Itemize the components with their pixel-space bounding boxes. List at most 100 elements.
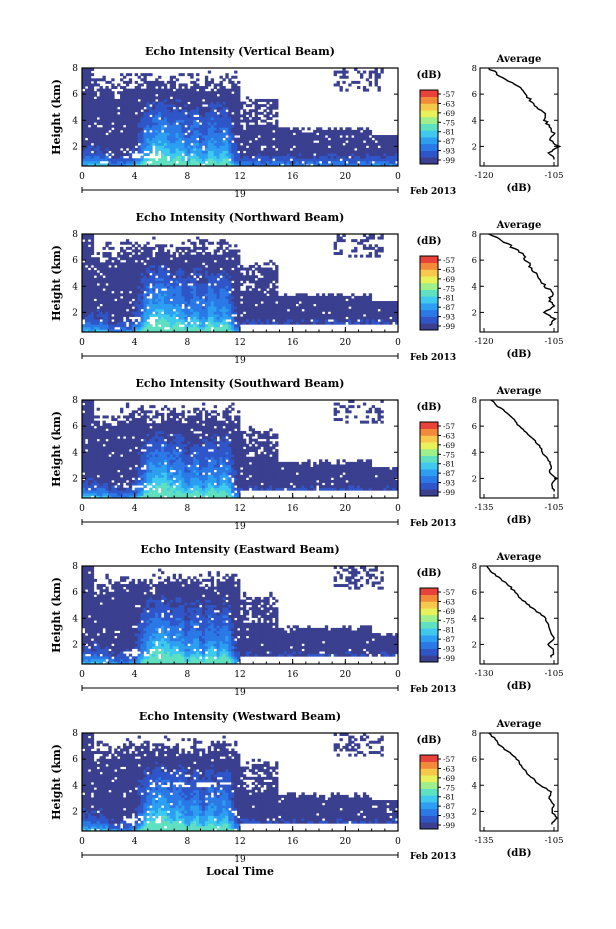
x-tick-label: 0 <box>79 670 85 680</box>
x-tick-label: 12 <box>234 837 245 847</box>
profile-y-tick: 4 <box>472 448 477 458</box>
profile-x-label: (dB) <box>507 349 532 360</box>
colorbar-tick: -69 <box>443 774 455 783</box>
x-tick-label: 16 <box>287 172 299 182</box>
profile-y-tick: 6 <box>472 256 477 266</box>
panel-eastward: Echo Intensity (Eastward Beam) 2 4 6 8 Height… <box>50 543 564 698</box>
colorbar-tick: -81 <box>443 294 455 303</box>
x-tick-label: 4 <box>132 504 138 514</box>
colorbar-tick: -81 <box>443 460 455 469</box>
y-axis-label: Height (km) <box>50 577 63 653</box>
y-tick-label: 2 <box>72 474 78 484</box>
colorbar-tick: -99 <box>443 821 455 830</box>
panel-title: Echo Intensity (Eastward Beam) <box>140 543 339 556</box>
x-tick-label: 4 <box>132 172 138 182</box>
date-label: Feb 2013 <box>410 685 456 695</box>
date-day: 19 <box>234 190 246 200</box>
profile-title: Average <box>496 386 542 397</box>
y-axis-label: Height (km) <box>50 245 63 321</box>
colorbar-tick: -99 <box>443 322 455 331</box>
colorbar: -57-63-69-75-81-87-93-99 <box>419 89 455 165</box>
colorbar-label: (dB) <box>417 735 442 746</box>
colorbar-tick: -69 <box>443 275 455 284</box>
date-label: Feb 2013 <box>410 519 456 529</box>
colorbar-tick: -81 <box>443 626 455 635</box>
profile-frame <box>479 67 559 167</box>
profile-y-tick: 8 <box>472 64 477 74</box>
colorbar: -57-63-69-75-81-87-93-99 <box>419 754 455 830</box>
y-tick-label: 8 <box>72 396 78 406</box>
profile-y-tick: 6 <box>472 588 477 598</box>
colorbar-tick: -63 <box>443 597 455 606</box>
colorbar-tick: -63 <box>443 431 455 440</box>
colorbar-frame <box>419 421 439 497</box>
profile-title: Average <box>496 220 542 231</box>
profile-y-tick: 6 <box>472 422 477 432</box>
y-axis-label: Height (km) <box>50 411 63 487</box>
average-profile: Average 2 4 6 8 -135 -105 (dB) <box>472 719 564 859</box>
profile-y-tick: 6 <box>472 755 477 765</box>
x-tick-label: 0 <box>395 504 401 514</box>
x-tick-label: 4 <box>132 338 138 348</box>
y-tick-label: 8 <box>72 230 78 240</box>
profile-x-tick: -135 <box>474 503 493 513</box>
x-tick-label: 20 <box>340 172 352 182</box>
colorbar-tick: -75 <box>443 284 455 293</box>
x-tick-label: 8 <box>184 670 190 680</box>
heatmap-cells <box>82 400 399 499</box>
profile-y-tick: 8 <box>472 230 477 240</box>
y-tick-label: 2 <box>72 640 78 650</box>
profile-x-tick: -120 <box>474 171 493 181</box>
y-tick-label: 4 <box>72 614 78 624</box>
profile-x-tick: -105 <box>544 171 563 181</box>
panel-northward: Echo Intensity (Northward Beam) 2 4 6 8 Heigh… <box>50 211 564 366</box>
x-tick-label: 20 <box>340 670 352 680</box>
colorbar-tick: -87 <box>443 469 455 478</box>
panel-southward: Echo Intensity (Southward Beam) 2 4 6 8 Heigh… <box>50 377 564 532</box>
colorbar: -57-63-69-75-81-87-93-99 <box>419 255 455 331</box>
x-tick-label: 0 <box>395 338 401 348</box>
x-tick-label: 4 <box>132 670 138 680</box>
x-tick-label: 0 <box>395 837 401 847</box>
colorbar: -57-63-69-75-81-87-93-99 <box>419 421 455 497</box>
profile-x-tick: -105 <box>544 836 563 846</box>
colorbar-tick: -87 <box>443 635 455 644</box>
colorbar-tick: -63 <box>443 265 455 274</box>
y-tick-label: 2 <box>72 807 78 817</box>
x-axis-label: Local Time <box>206 865 274 878</box>
colorbar-tick: -57 <box>443 755 455 764</box>
profile-x-label: (dB) <box>507 515 532 526</box>
profile-line <box>486 565 555 658</box>
colorbar-tick: -57 <box>443 588 455 597</box>
profile-line <box>488 233 558 327</box>
profile-y-tick: 2 <box>472 807 477 817</box>
profile-y-tick: 2 <box>472 142 477 152</box>
y-tick-label: 8 <box>72 562 78 572</box>
profile-x-tick: -120 <box>474 337 493 347</box>
colorbar-tick: -93 <box>443 645 455 654</box>
profile-frame <box>479 565 559 665</box>
colorbar-tick: -87 <box>443 802 455 811</box>
y-tick-label: 4 <box>72 448 78 458</box>
colorbar-tick: -75 <box>443 783 455 792</box>
profile-x-tick: -135 <box>474 836 493 846</box>
colorbar-tick: -69 <box>443 441 455 450</box>
x-tick-label: 8 <box>184 172 190 182</box>
average-profile: Average 2 4 6 8 -120 -105 (dB) <box>472 54 564 194</box>
profile-y-tick: 2 <box>472 640 477 650</box>
colorbar-tick: -87 <box>443 137 455 146</box>
colorbar-tick: -81 <box>443 128 455 137</box>
date-label: Feb 2013 <box>410 353 456 363</box>
y-tick-label: 8 <box>72 729 78 739</box>
y-tick-label: 2 <box>72 308 78 318</box>
profile-y-tick: 8 <box>472 562 477 572</box>
y-tick-label: 8 <box>72 64 78 74</box>
y-tick-label: 4 <box>72 282 78 292</box>
x-tick-label: 12 <box>234 172 245 182</box>
colorbar-tick: -99 <box>443 654 455 663</box>
x-tick-label: 0 <box>79 172 85 182</box>
profile-y-tick: 2 <box>472 308 477 318</box>
date-label: Feb 2013 <box>410 187 456 197</box>
x-tick-label: 4 <box>132 837 138 847</box>
x-tick-label: 8 <box>184 504 190 514</box>
